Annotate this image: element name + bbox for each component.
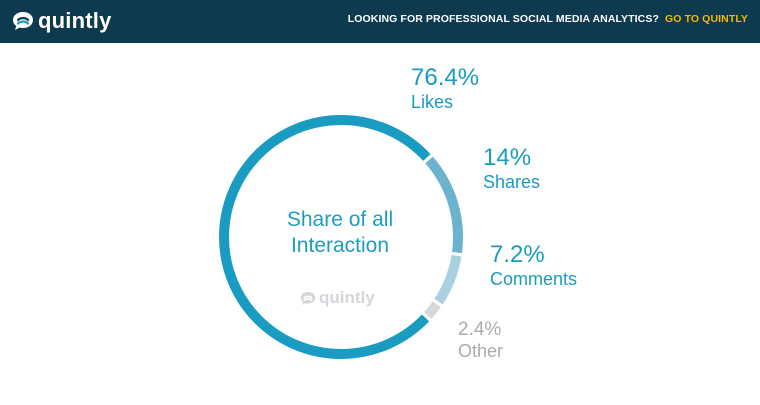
category-label-other: Other (458, 341, 504, 361)
category-label-comments: Comments (490, 269, 578, 289)
label-comments: 7.2% Comments (490, 241, 578, 289)
label-likes: 76.4% Likes (411, 64, 480, 112)
promo-banner: LOOKING FOR PROFESSIONAL SOCIAL MEDIA AN… (348, 13, 748, 25)
donut-chart (219, 115, 463, 359)
value-label-likes: 76.4% (411, 64, 480, 91)
category-label-shares: Shares (483, 172, 541, 192)
center-label-line-2: Interaction (290, 234, 390, 257)
brand-name: quintly (38, 8, 112, 33)
go-to-quintly-link[interactable]: GO TO QUINTLY (665, 13, 748, 25)
quintly-logo[interactable]: quintly (12, 7, 112, 35)
label-other: 2.4% Other (458, 320, 503, 360)
center-label-line-1: Share of all (286, 208, 394, 231)
category-label-likes: Likes (411, 92, 454, 112)
label-shares: 14% Shares (483, 144, 541, 192)
slice-comments[interactable] (434, 254, 462, 305)
interaction-share-chart (0, 43, 760, 405)
slice-other[interactable] (423, 301, 441, 319)
value-label-other: 2.4% (458, 319, 502, 340)
value-label-comments: 7.2% (490, 241, 545, 268)
slice-shares[interactable] (425, 156, 463, 254)
chart-center-label: Share of all Interaction (240, 207, 440, 259)
watermark-text: quintly (319, 288, 375, 307)
top-bar: quintly LOOKING FOR PROFESSIONAL SOCIAL … (0, 0, 760, 43)
promo-text: LOOKING FOR PROFESSIONAL SOCIAL MEDIA AN… (347, 13, 659, 25)
slice-likes[interactable] (219, 115, 431, 359)
watermark-logo-icon (300, 291, 316, 305)
quintly-logo-icon (13, 12, 33, 30)
chart-watermark: quintly (300, 287, 375, 309)
value-label-shares: 14% (483, 144, 532, 171)
